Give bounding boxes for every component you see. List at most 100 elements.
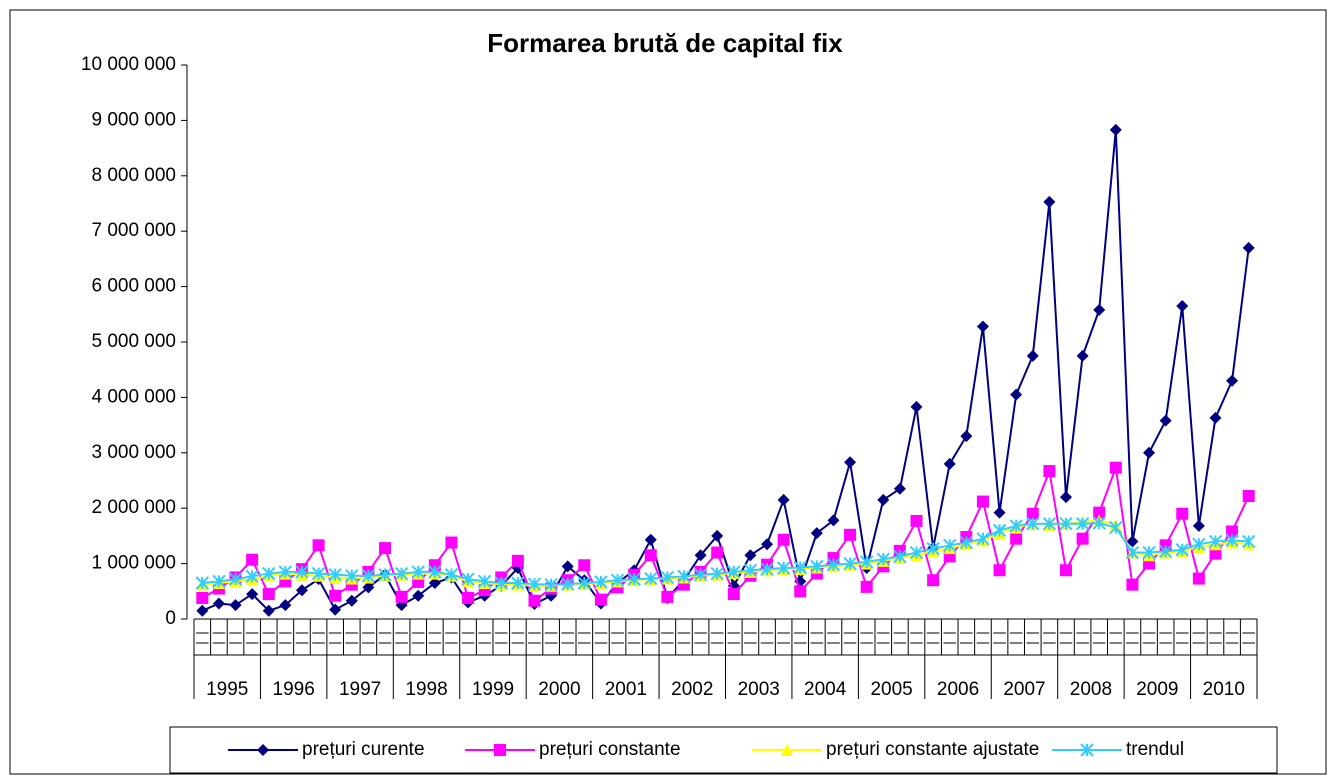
- marker: [295, 565, 309, 579]
- marker: [694, 549, 707, 562]
- marker: [245, 569, 259, 584]
- category-glyph: [328, 632, 342, 644]
- marker: [229, 599, 242, 612]
- marker: [461, 572, 475, 586]
- category-glyph: [594, 632, 608, 644]
- marker: [312, 539, 325, 552]
- marker: [627, 572, 641, 586]
- marker: [844, 528, 857, 541]
- marker: [760, 562, 774, 576]
- marker: [893, 482, 906, 495]
- marker: [1159, 414, 1172, 427]
- category-glyph: [544, 632, 558, 644]
- marker: [462, 591, 475, 604]
- marker: [361, 569, 376, 583]
- marker: [196, 591, 209, 604]
- marker: [777, 493, 790, 506]
- category-glyph: [362, 632, 375, 644]
- marker: [644, 571, 658, 586]
- marker: [1192, 537, 1206, 551]
- category-glyph: [428, 632, 442, 644]
- marker: [761, 538, 774, 551]
- marker: [1192, 572, 1205, 585]
- marker: [1009, 519, 1023, 533]
- category-glyph: [196, 632, 209, 644]
- marker: [494, 576, 508, 590]
- category-glyph: [245, 632, 259, 644]
- marker: [1241, 534, 1256, 549]
- y-tick-label: 7 000 000: [91, 220, 176, 241]
- category-glyph: [893, 632, 907, 644]
- marker: [561, 560, 574, 573]
- marker: [794, 585, 807, 598]
- year-label: 2002: [671, 679, 713, 700]
- category-glyph: [611, 632, 624, 644]
- marker: [379, 542, 392, 555]
- marker: [910, 400, 923, 413]
- marker: [859, 555, 874, 569]
- category-glyph: [960, 632, 973, 644]
- marker: [561, 577, 575, 591]
- series-line: [202, 522, 1249, 586]
- marker: [544, 577, 558, 592]
- marker: [1126, 578, 1139, 591]
- category-glyph: [694, 632, 707, 644]
- category-glyph: [993, 632, 1006, 644]
- category-glyph: [1059, 632, 1073, 644]
- marker: [960, 430, 973, 443]
- category-glyph: [229, 632, 242, 644]
- category-glyph: [494, 632, 508, 644]
- marker: [660, 570, 675, 585]
- marker: [1092, 516, 1106, 530]
- marker: [444, 567, 459, 582]
- marker: [976, 531, 990, 546]
- marker: [793, 560, 807, 575]
- y-tick-label: 8 000 000: [91, 165, 176, 186]
- category-glyph: [1076, 632, 1089, 644]
- marker: [1226, 525, 1239, 538]
- marker: [1125, 545, 1140, 560]
- marker: [1209, 547, 1222, 560]
- marker: [1080, 743, 1094, 757]
- marker: [528, 594, 541, 607]
- marker: [959, 535, 974, 550]
- category-glyph: [943, 632, 957, 644]
- category-glyph: [1175, 632, 1189, 644]
- marker: [910, 514, 923, 527]
- marker: [1075, 517, 1090, 531]
- legend-label: prețuri constante ajustate: [826, 739, 1039, 760]
- marker: [594, 575, 608, 589]
- marker: [228, 572, 243, 586]
- marker: [329, 603, 342, 616]
- marker: [262, 588, 275, 601]
- category-glyph: [644, 632, 658, 644]
- marker: [1010, 388, 1023, 401]
- marker: [1093, 506, 1106, 519]
- marker: [511, 554, 524, 567]
- marker: [527, 577, 542, 591]
- marker: [827, 514, 840, 527]
- y-tick-label: 3 000 000: [91, 442, 176, 463]
- marker: [279, 599, 292, 612]
- marker: [1225, 533, 1239, 548]
- marker: [777, 533, 790, 546]
- marker: [1126, 535, 1139, 548]
- category-glyph: [1209, 632, 1222, 644]
- marker: [511, 576, 525, 590]
- marker: [976, 320, 989, 333]
- y-tick-label: 4 000 000: [91, 386, 176, 407]
- year-label: 1996: [273, 679, 315, 700]
- category-glyph: [312, 632, 325, 644]
- category-glyph: [677, 632, 691, 644]
- year-label: 2000: [538, 679, 580, 700]
- category-glyph: [1009, 632, 1023, 644]
- category-glyph: [445, 632, 458, 644]
- marker: [196, 604, 209, 617]
- marker: [477, 574, 492, 589]
- marker: [1043, 195, 1056, 208]
- marker: [394, 566, 409, 581]
- category-glyph: [528, 632, 541, 644]
- marker: [1242, 490, 1255, 503]
- category-glyph: [578, 632, 591, 644]
